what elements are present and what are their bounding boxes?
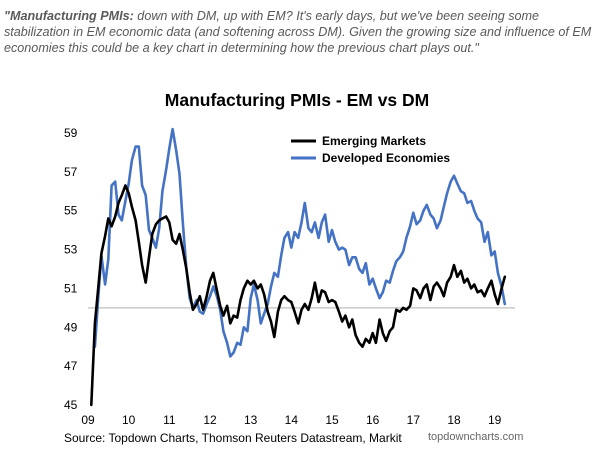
legend: Emerging Markets Developed Economies [291, 134, 450, 165]
y-tick-label: 59 [64, 126, 78, 140]
commentary-body: down with DM, up with EM? It's early day… [4, 9, 592, 55]
y-tick-label: 47 [64, 359, 78, 373]
commentary-lead: "Manufacturing PMIs: [4, 9, 134, 23]
y-tick-label: 57 [64, 165, 78, 179]
x-tick-label: 10 [122, 413, 136, 427]
site-label: topdowncharts.com [428, 431, 524, 443]
y-tick-label: 53 [64, 243, 78, 257]
y-tick-label: 51 [64, 281, 78, 295]
source-note: Source: Topdown Charts, Thomson Reuters … [64, 431, 402, 445]
x-tick-label: 15 [325, 413, 339, 427]
commentary-text: "Manufacturing PMIs: down with DM, up wi… [4, 8, 600, 56]
y-tick-label: 45 [64, 398, 78, 412]
x-tick-label: 12 [203, 413, 217, 427]
x-tick-label: 16 [366, 413, 380, 427]
x-tick-label: 17 [407, 413, 421, 427]
legend-label: Developed Economies [322, 151, 450, 165]
y-tick-label: 49 [64, 320, 78, 334]
chart-title: Manufacturing PMIs - EM vs DM [165, 90, 429, 110]
legend-label: Emerging Markets [322, 134, 426, 148]
x-tick-label: 09 [81, 413, 95, 427]
y-axis: 45 47 49 51 53 55 57 59 [64, 126, 78, 412]
x-tick-label: 18 [447, 413, 461, 427]
x-axis: 09 10 11 12 13 14 15 16 17 18 19 [81, 413, 501, 427]
x-tick-label: 13 [244, 413, 258, 427]
y-tick-label: 55 [64, 204, 78, 218]
x-tick-label: 14 [285, 413, 299, 427]
x-tick-label: 11 [163, 413, 176, 427]
series-line-developed-economies [93, 127, 507, 358]
series-line-emerging-markets [90, 184, 507, 407]
x-tick-label: 19 [488, 413, 502, 427]
series-group [90, 127, 507, 407]
